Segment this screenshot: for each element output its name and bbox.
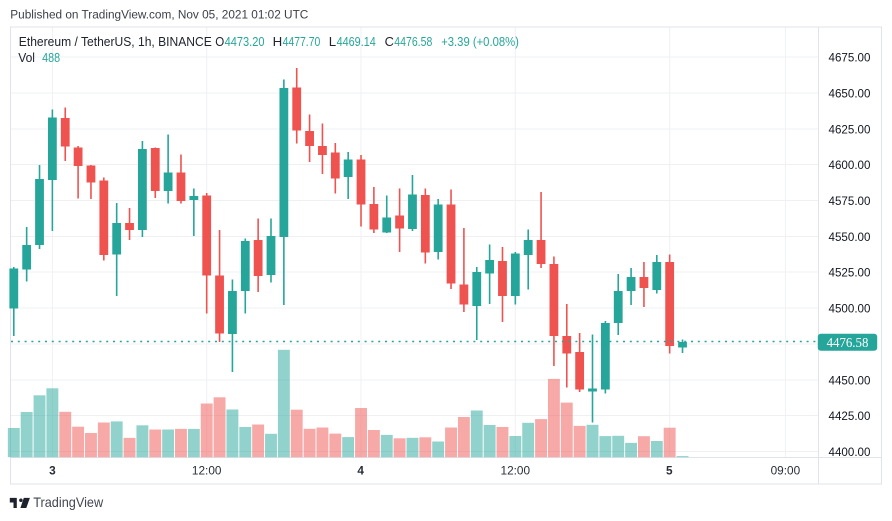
svg-text:Vol: Vol (18, 50, 35, 65)
svg-text:12:00: 12:00 (501, 464, 531, 478)
svg-text:4477.70: 4477.70 (283, 34, 321, 49)
svg-text:4469.14: 4469.14 (337, 34, 376, 49)
svg-text:4425.00: 4425.00 (829, 410, 871, 423)
svg-text:+3.39 (+0.08%): +3.39 (+0.08%) (441, 34, 519, 49)
svg-text:4675.00: 4675.00 (829, 52, 871, 65)
svg-text:4400.00: 4400.00 (829, 446, 871, 459)
svg-text:4600.00: 4600.00 (829, 159, 871, 172)
svg-text:TradingView: TradingView (33, 495, 103, 510)
svg-text:Published on TradingView.com,: Published on TradingView.com, Nov 05, 20… (10, 8, 308, 22)
svg-text:4500.00: 4500.00 (829, 303, 871, 316)
svg-text:4650.00: 4650.00 (829, 88, 871, 101)
svg-text:4575.00: 4575.00 (829, 195, 871, 208)
svg-text:4550.00: 4550.00 (829, 231, 871, 244)
svg-text:4625.00: 4625.00 (829, 123, 871, 136)
svg-text:Ethereum / TetherUS, 1h, BINAN: Ethereum / TetherUS, 1h, BINANCE (19, 34, 212, 49)
svg-text:L: L (329, 34, 336, 49)
svg-text:4450.00: 4450.00 (829, 374, 871, 387)
svg-text:4: 4 (357, 464, 364, 478)
svg-text:12:00: 12:00 (192, 464, 222, 478)
svg-text:488: 488 (42, 50, 60, 65)
svg-text:5: 5 (666, 464, 673, 478)
svg-text:4476.58: 4476.58 (394, 34, 432, 49)
svg-text:4473.20: 4473.20 (225, 34, 265, 49)
svg-text:4476.58: 4476.58 (827, 335, 869, 350)
svg-text:H: H (273, 34, 283, 49)
svg-text:O: O (215, 34, 224, 49)
svg-text:4525.00: 4525.00 (829, 267, 871, 280)
svg-text:09:00: 09:00 (771, 464, 801, 478)
svg-text:3: 3 (49, 464, 56, 478)
svg-text:C: C (385, 34, 394, 49)
